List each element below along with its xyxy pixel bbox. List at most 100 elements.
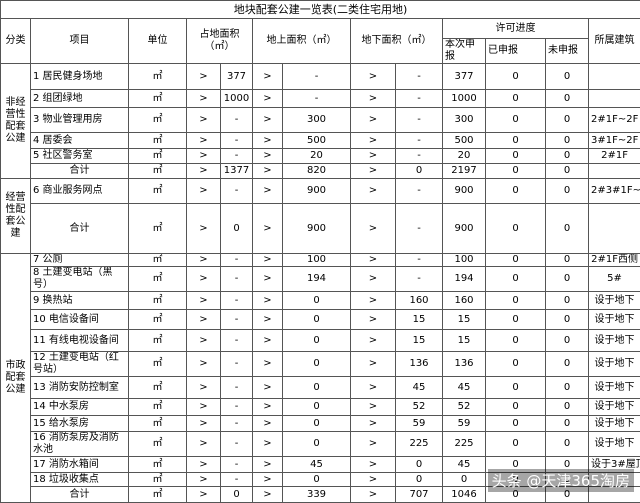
cell: - <box>221 416 253 432</box>
cell: 0 <box>546 416 589 432</box>
cell: > <box>187 457 221 473</box>
cell: > <box>187 487 221 503</box>
cell: 合计 <box>31 204 129 254</box>
cell: 1000 <box>221 90 253 108</box>
category: 经营性配套公建 <box>1 179 31 254</box>
cell: > <box>351 267 396 292</box>
header: 许可进度 <box>443 19 589 39</box>
cell: > <box>187 399 221 416</box>
cell: 20 <box>443 149 486 164</box>
cell: > <box>187 149 221 164</box>
cell: 900 <box>283 204 351 254</box>
cell: 339 <box>283 487 351 503</box>
cell: 2 组团绿地 <box>31 90 129 108</box>
cell: 0 <box>486 108 546 133</box>
cell: 0 <box>486 416 546 432</box>
cell: 52 <box>443 399 486 416</box>
cell: 0 <box>486 432 546 457</box>
cell: 45 <box>443 377 486 399</box>
cell: > <box>351 108 396 133</box>
cell: ㎡ <box>129 90 187 108</box>
cell: 377 <box>443 64 486 90</box>
cell: 9 换热站 <box>31 292 129 310</box>
cell: > <box>187 352 221 377</box>
cell: - <box>221 352 253 377</box>
cell: > <box>351 90 396 108</box>
cell: 10 电信设备间 <box>31 310 129 330</box>
cell: 225 <box>443 432 486 457</box>
cell: 0 <box>546 267 589 292</box>
cell: 6 商业服务网点 <box>31 179 129 204</box>
cell: > <box>351 254 396 267</box>
cell: - <box>221 267 253 292</box>
header: 本次申报 <box>443 39 486 64</box>
cell: 1000 <box>443 90 486 108</box>
cell: - <box>221 292 253 310</box>
cell: 4 居委会 <box>31 133 129 149</box>
cell: > <box>253 108 283 133</box>
cell: > <box>187 473 221 487</box>
cell: 820 <box>283 164 351 179</box>
cell: 1377 <box>221 164 253 179</box>
cell: ㎡ <box>129 473 187 487</box>
cell: > <box>187 267 221 292</box>
cell: 0 <box>283 416 351 432</box>
cell: 0 <box>546 432 589 457</box>
cell: 100 <box>443 254 486 267</box>
cell: > <box>187 64 221 90</box>
cell: ㎡ <box>129 292 187 310</box>
cell: 0 <box>221 204 253 254</box>
header: 地上面积（㎡） <box>253 19 351 64</box>
cell: 5 社区警务室 <box>31 149 129 164</box>
cell: 136 <box>443 352 486 377</box>
cell: 设于地下 <box>589 352 640 377</box>
cell: 设于地下 <box>589 432 640 457</box>
cell: 0 <box>546 254 589 267</box>
cell: > <box>253 352 283 377</box>
cell: 0 <box>486 352 546 377</box>
category: 非经营性配套公建 <box>1 64 31 179</box>
cell: > <box>253 267 283 292</box>
cell: > <box>351 310 396 330</box>
cell: 设于地下 <box>589 399 640 416</box>
cell: > <box>253 292 283 310</box>
cell: ㎡ <box>129 267 187 292</box>
cell: 0 <box>486 310 546 330</box>
cell: > <box>187 164 221 179</box>
cell: 20 <box>283 149 351 164</box>
cell: 45 <box>396 377 443 399</box>
cell: 3 物业管理用房 <box>31 108 129 133</box>
cell: > <box>351 487 396 503</box>
cell: 17 消防水箱间 <box>31 457 129 473</box>
cell: 8 土建变电站（黑号） <box>31 267 129 292</box>
cell: - <box>396 149 443 164</box>
cell: 0 <box>283 432 351 457</box>
cell: 707 <box>396 487 443 503</box>
header: 分类 <box>1 19 31 64</box>
cell: - <box>221 457 253 473</box>
cell: - <box>221 399 253 416</box>
cell: > <box>351 377 396 399</box>
cell: > <box>351 64 396 90</box>
cell: 0 <box>486 133 546 149</box>
cell: - <box>221 149 253 164</box>
cell: 设于地下 <box>589 292 640 310</box>
cell: 0 <box>546 292 589 310</box>
cell: - <box>221 310 253 330</box>
cell: > <box>253 432 283 457</box>
cell: 1046 <box>443 487 486 503</box>
cell: > <box>253 254 283 267</box>
cell: 设于地下 <box>589 416 640 432</box>
cell: 1 居民健身场地 <box>31 64 129 90</box>
cell: ㎡ <box>129 149 187 164</box>
cell: > <box>187 330 221 352</box>
